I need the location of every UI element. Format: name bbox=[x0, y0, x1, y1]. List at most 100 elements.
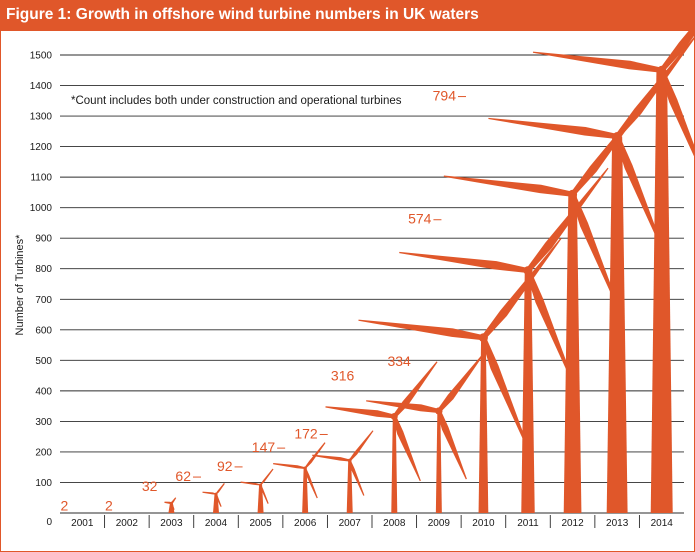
value-label-2008: 316 bbox=[331, 368, 355, 384]
turbine-blade bbox=[659, 69, 695, 159]
turbine-tower bbox=[521, 270, 535, 513]
x-tick-label: 2011 bbox=[517, 518, 539, 529]
turbine-blade bbox=[570, 193, 622, 315]
turbine-blade bbox=[481, 237, 562, 340]
y-tick-label: 1300 bbox=[30, 112, 53, 123]
y-tick-label: 200 bbox=[35, 447, 52, 458]
turbine-2008 bbox=[325, 361, 438, 513]
y-tick-label: 100 bbox=[35, 478, 52, 489]
turbine-blade bbox=[436, 410, 467, 480]
y-tick-label: 300 bbox=[35, 417, 52, 428]
y-tick-label: 1100 bbox=[30, 173, 52, 184]
turbine-2010 bbox=[358, 237, 562, 513]
turbine-2004 bbox=[202, 482, 225, 513]
turbine-blade bbox=[366, 400, 440, 414]
y-tick-label: 1200 bbox=[30, 142, 53, 153]
turbine-hub bbox=[259, 483, 263, 487]
turbine-tower bbox=[606, 136, 628, 514]
turbine-tower bbox=[478, 337, 489, 513]
value-label-2005: 92 bbox=[217, 458, 233, 474]
y-tick-label: 1400 bbox=[30, 81, 53, 92]
turbine-blade bbox=[325, 406, 395, 419]
turbine-blade bbox=[304, 467, 318, 499]
turbine-tower bbox=[391, 416, 398, 513]
turbine-2012 bbox=[443, 91, 654, 513]
chart-title: Figure 1: Growth in offshore wind turbin… bbox=[6, 6, 479, 23]
x-tick-label: 2006 bbox=[294, 518, 317, 529]
turbine-blade bbox=[392, 415, 421, 482]
turbine-blade bbox=[399, 251, 529, 274]
x-tick-label: 2007 bbox=[339, 518, 362, 529]
turbine-2007 bbox=[312, 430, 374, 513]
x-tick-label: 2009 bbox=[428, 518, 451, 529]
turbine-hub bbox=[169, 501, 173, 505]
turbine-hub bbox=[390, 413, 398, 420]
chart-annotation: *Count includes both under construction … bbox=[71, 95, 402, 107]
turbine-2013 bbox=[488, 35, 695, 514]
turbine-blade bbox=[443, 175, 573, 197]
turbine-tower bbox=[257, 484, 264, 513]
x-tick-label: 2003 bbox=[160, 518, 183, 529]
x-tick-label: 2013 bbox=[606, 518, 629, 529]
value-label-2011: 794 bbox=[433, 88, 457, 104]
y-tick-label: 0 bbox=[46, 517, 52, 528]
value-label-2009: 334 bbox=[387, 353, 411, 369]
turbine-tower bbox=[213, 494, 219, 513]
x-tick-label: 2014 bbox=[651, 518, 674, 529]
x-tick-label: 2001 bbox=[71, 518, 94, 529]
turbine-2014 bbox=[532, 23, 695, 514]
turbine-tower bbox=[650, 70, 673, 514]
value-label-2006: 147 bbox=[252, 439, 276, 455]
turbine-tower bbox=[346, 460, 353, 513]
title-bar: Figure 1: Growth in offshore wind turbin… bbox=[0, 0, 695, 31]
turbine-2006 bbox=[273, 442, 326, 513]
turbine-blade bbox=[215, 482, 225, 495]
turbine-hub bbox=[214, 492, 218, 496]
turbine-tower bbox=[302, 468, 309, 513]
y-tick-label: 600 bbox=[35, 325, 52, 336]
y-tick-label: 1500 bbox=[30, 51, 53, 62]
turbine-blade bbox=[481, 336, 532, 455]
y-tick-label: 400 bbox=[35, 386, 52, 397]
turbine-blade bbox=[260, 468, 274, 486]
turbine-blade bbox=[615, 35, 695, 139]
turbine-hub bbox=[347, 458, 352, 463]
turbine-blade bbox=[170, 503, 175, 510]
turbine-blade bbox=[164, 501, 172, 504]
turbine-hub bbox=[478, 333, 488, 343]
turbine-2005 bbox=[240, 468, 274, 513]
value-label-2003: 32 bbox=[142, 478, 158, 494]
turbine-blade bbox=[488, 117, 618, 139]
x-tick-label: 2012 bbox=[561, 518, 584, 529]
turbine-hub bbox=[657, 65, 667, 75]
y-axis-label: Number of Turbines* bbox=[14, 234, 26, 336]
x-tick-label: 2008 bbox=[383, 518, 406, 529]
turbine-blade bbox=[532, 51, 663, 73]
x-tick-label: 2010 bbox=[472, 518, 495, 529]
turbine-hub bbox=[612, 132, 622, 142]
turbine-blade bbox=[348, 460, 365, 496]
turbine-tower bbox=[563, 194, 582, 513]
turbine-hub bbox=[303, 466, 307, 470]
turbine-blade bbox=[260, 484, 269, 504]
turbine-hub bbox=[435, 407, 443, 415]
turbine-blade bbox=[659, 23, 695, 72]
turbine-blade bbox=[526, 167, 609, 273]
y-tick-label: 700 bbox=[35, 295, 52, 306]
value-label-2007: 172 bbox=[294, 425, 318, 441]
turbine-hub bbox=[568, 189, 578, 199]
value-label-2001: 2 bbox=[60, 497, 68, 513]
value-label-2002: 2 bbox=[105, 497, 113, 513]
value-label-2004: 62 bbox=[175, 468, 191, 484]
value-label-2010: 574 bbox=[408, 211, 432, 227]
turbine-2003 bbox=[164, 497, 177, 513]
turbine-blade bbox=[312, 454, 350, 462]
turbine-blade bbox=[215, 493, 222, 507]
x-tick-label: 2004 bbox=[205, 518, 228, 529]
y-tick-label: 800 bbox=[35, 264, 52, 275]
turbine-blade bbox=[240, 481, 261, 486]
turbine-2011 bbox=[399, 167, 609, 513]
y-tick-label: 900 bbox=[35, 234, 52, 245]
turbine-blade bbox=[525, 269, 578, 392]
